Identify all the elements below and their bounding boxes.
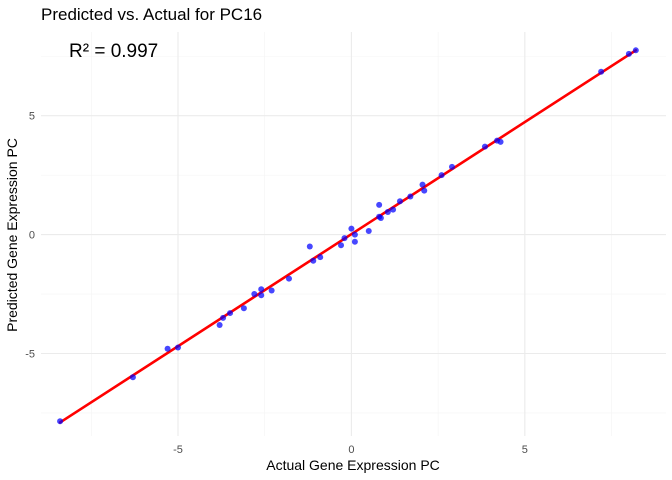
y-axis-title: Predicted Gene Expression PC xyxy=(4,138,20,332)
regression-line xyxy=(58,49,638,424)
data-point xyxy=(317,254,324,261)
data-point xyxy=(438,172,445,179)
x-tick-label: 0 xyxy=(348,444,354,456)
data-point xyxy=(251,291,258,298)
data-point xyxy=(258,292,265,299)
data-point xyxy=(341,235,348,242)
data-point xyxy=(351,238,358,245)
data-point xyxy=(481,143,488,150)
data-point xyxy=(390,206,397,213)
data-point xyxy=(407,193,414,200)
data-point xyxy=(240,305,247,312)
data-point xyxy=(449,163,456,170)
data-point xyxy=(258,286,265,293)
data-point xyxy=(351,231,358,238)
data-point xyxy=(175,344,182,351)
data-point xyxy=(625,50,632,57)
x-tick-label: -5 xyxy=(173,444,183,456)
data-point xyxy=(306,243,313,250)
data-point xyxy=(348,225,355,232)
data-point xyxy=(396,198,403,205)
chart-title: Predicted vs. Actual for PC16 xyxy=(41,5,262,24)
data-point xyxy=(376,201,383,208)
points-layer xyxy=(57,47,639,425)
data-point xyxy=(377,214,384,221)
data-point xyxy=(497,138,504,145)
data-point xyxy=(227,310,234,317)
data-point xyxy=(419,181,426,188)
tick-labels: -5 0 5 -5 0 5 xyxy=(25,111,528,456)
data-point xyxy=(216,321,223,328)
y-tick-label: -5 xyxy=(25,348,35,360)
data-point xyxy=(129,374,136,381)
data-point xyxy=(310,257,317,264)
data-point xyxy=(220,314,227,321)
data-point xyxy=(598,68,605,75)
data-point xyxy=(632,47,639,54)
data-point xyxy=(384,209,391,216)
r-squared-annotation: R² = 0.997 xyxy=(69,41,158,62)
x-axis-title: Actual Gene Expression PC xyxy=(266,457,440,473)
data-point xyxy=(268,287,275,294)
data-point xyxy=(285,275,292,282)
fit-line-layer xyxy=(58,49,638,424)
y-tick-label: 5 xyxy=(29,111,35,123)
y-tick-label: 0 xyxy=(29,230,35,242)
data-point xyxy=(421,187,428,194)
data-point xyxy=(164,345,171,352)
data-point xyxy=(57,418,64,425)
data-point xyxy=(338,242,345,249)
data-point xyxy=(365,228,372,235)
x-tick-label: 5 xyxy=(522,444,528,456)
